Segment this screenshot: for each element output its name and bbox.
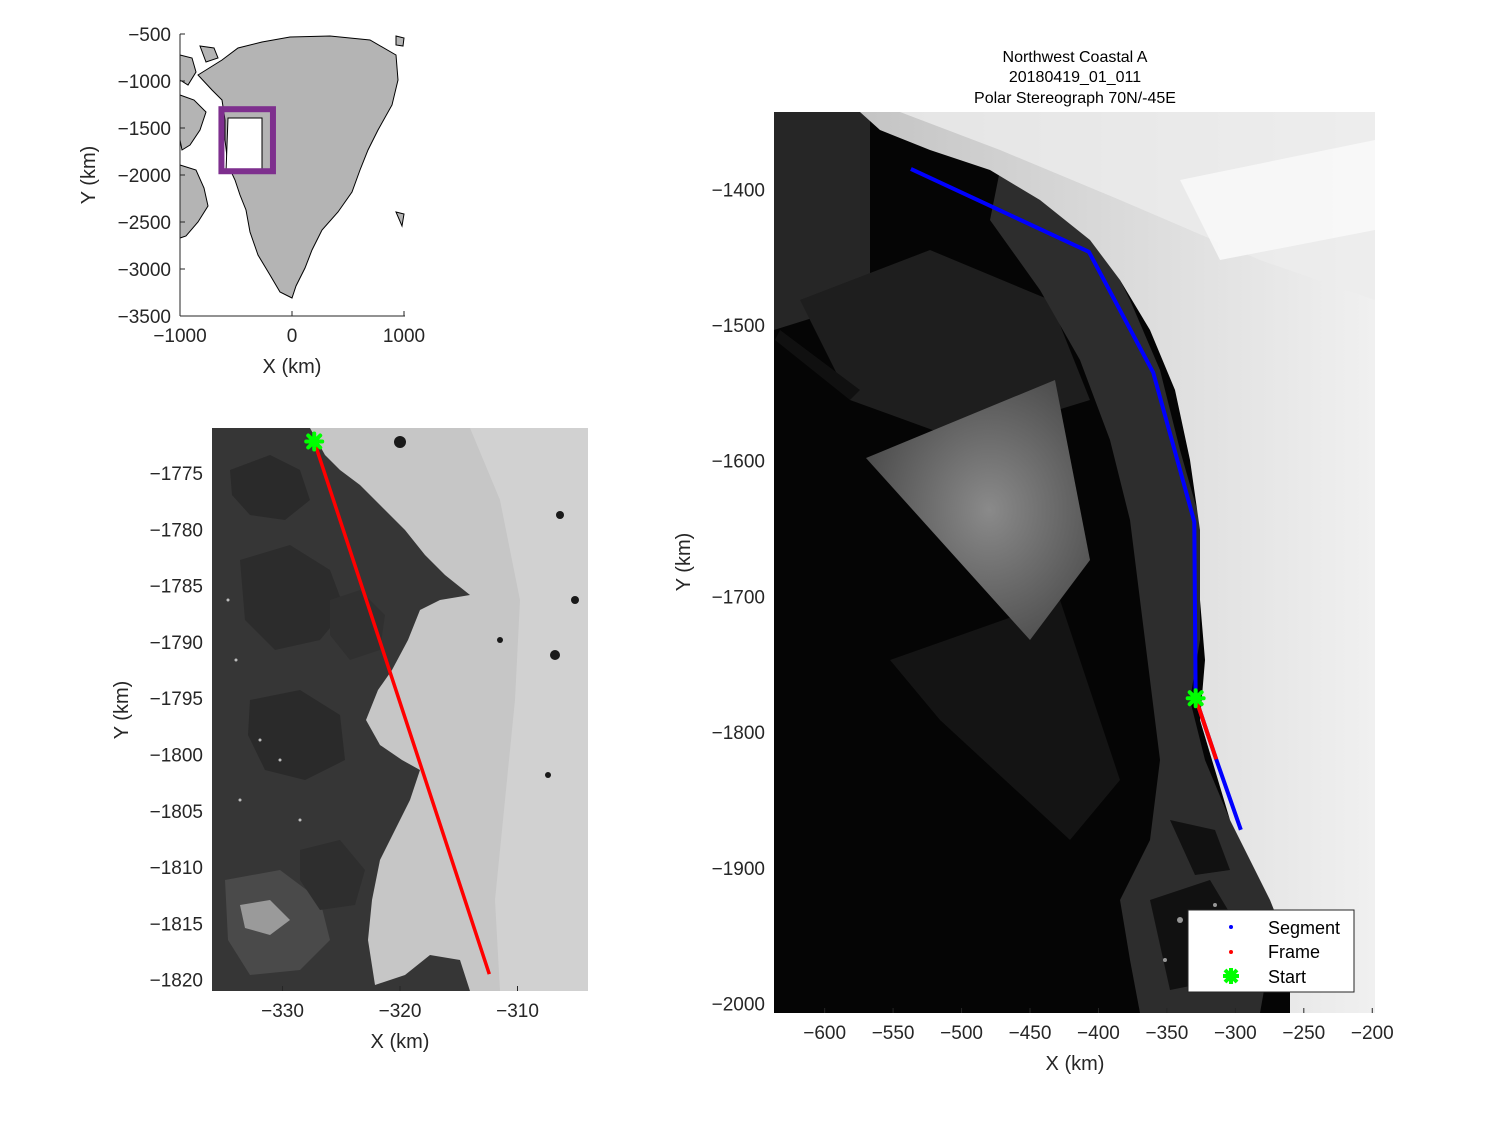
ytick-label: −1400 xyxy=(712,180,765,201)
overview-box-interior xyxy=(225,117,263,173)
xtick-label: 0 xyxy=(287,326,298,347)
legend-segment-marker xyxy=(1229,925,1233,929)
ytick-label: −1900 xyxy=(712,859,765,880)
xtick-label: −600 xyxy=(803,1023,846,1044)
ytick-label: −1780 xyxy=(150,520,203,541)
ytick-label: −1500 xyxy=(118,119,171,140)
legend-box xyxy=(1187,909,1355,993)
ytick-label: −1785 xyxy=(150,577,203,598)
ytick-label: −1815 xyxy=(150,914,203,935)
xtick-label: −450 xyxy=(1009,1023,1052,1044)
ytick-label: −2500 xyxy=(118,213,171,234)
legend-segment-label: Segment xyxy=(1268,918,1340,938)
ytick-label: −1700 xyxy=(712,587,765,608)
frame-zoom-tracks xyxy=(304,431,491,975)
title-line-2: 20180419_01_011 xyxy=(1009,69,1141,86)
xtick-label: −350 xyxy=(1146,1023,1189,1044)
segment-map-title: Northwest Coastal A 20180419_01_011 Pola… xyxy=(974,49,1176,107)
ytick-label: −1600 xyxy=(712,452,765,473)
location-box-outline xyxy=(218,106,276,175)
legend-frame-marker xyxy=(1229,950,1233,954)
ytick-label: −500 xyxy=(128,25,171,46)
overview-land xyxy=(179,35,405,299)
xtick-label: −250 xyxy=(1282,1023,1325,1044)
ytick-label: −2000 xyxy=(118,166,171,187)
segment-map-xlabel: X (km) xyxy=(1046,1053,1105,1075)
ytick-label: −1810 xyxy=(150,858,203,879)
ytick-label: −1800 xyxy=(150,746,203,767)
frame-zoom-ylabel: Y (km) xyxy=(111,681,133,740)
segment-map-tracks xyxy=(910,167,1243,831)
frame-line xyxy=(1193,697,1219,760)
frame-zoom-imagery xyxy=(212,428,588,991)
xtick-label: −500 xyxy=(940,1023,983,1044)
overview-location-box xyxy=(218,106,276,175)
xtick-label: −310 xyxy=(496,1001,539,1022)
start-marker xyxy=(304,431,325,452)
ytick-label: −1795 xyxy=(150,689,203,710)
xtick-label: −400 xyxy=(1077,1023,1120,1044)
ytick-label: −1000 xyxy=(118,72,171,93)
title-line-3: Polar Stereograph 70N/-45E xyxy=(974,90,1176,107)
overview-map-axes: −1000 0 1000 −500 −1000 −1500 −2000 −2500 −3000 −… xyxy=(78,25,425,378)
xtick-label: −330 xyxy=(261,1001,304,1022)
xtick-label: −320 xyxy=(379,1001,422,1022)
legend-start-marker xyxy=(1223,968,1239,984)
title-line-1: Northwest Coastal A xyxy=(1003,49,1148,66)
ytick-label: −1805 xyxy=(150,802,203,823)
xtick-label: −1000 xyxy=(153,326,206,347)
overview-xlabel: X (km) xyxy=(263,356,322,378)
ytick-label: −1775 xyxy=(150,464,203,485)
frame-zoom-axes: −330 −320 −310 −1775 −1780 −1785 −1790 −1795 −18… xyxy=(111,428,588,1053)
legend-frame-label: Frame xyxy=(1268,942,1320,962)
frame-zoom-xlabel: X (km) xyxy=(371,1031,430,1053)
legend-start-label: Start xyxy=(1268,967,1306,987)
xtick-label: −550 xyxy=(872,1023,915,1044)
xtick-label: −300 xyxy=(1214,1023,1257,1044)
ytick-label: −1790 xyxy=(150,633,203,654)
start-marker xyxy=(1185,688,1206,709)
ytick-label: −1500 xyxy=(712,316,765,337)
xtick-label: 1000 xyxy=(383,326,425,347)
segment-map-imagery xyxy=(774,112,1375,1013)
ytick-label: −3000 xyxy=(118,260,171,281)
frame-line xyxy=(312,440,491,975)
ytick-label: −2000 xyxy=(712,995,765,1016)
ytick-label: −1800 xyxy=(712,723,765,744)
segment-map-ylabel: Y (km) xyxy=(673,533,695,592)
legend: Segment Frame Start xyxy=(1187,909,1355,993)
segment-map-axes: −600 −550 −500 −450 −400 −350 −300 −250 −200 −140… xyxy=(673,49,1394,1075)
overview-ylabel: Y (km) xyxy=(78,146,100,205)
xtick-label: −200 xyxy=(1351,1023,1394,1044)
ytick-label: −3500 xyxy=(118,307,171,328)
ytick-label: −1820 xyxy=(150,971,203,992)
